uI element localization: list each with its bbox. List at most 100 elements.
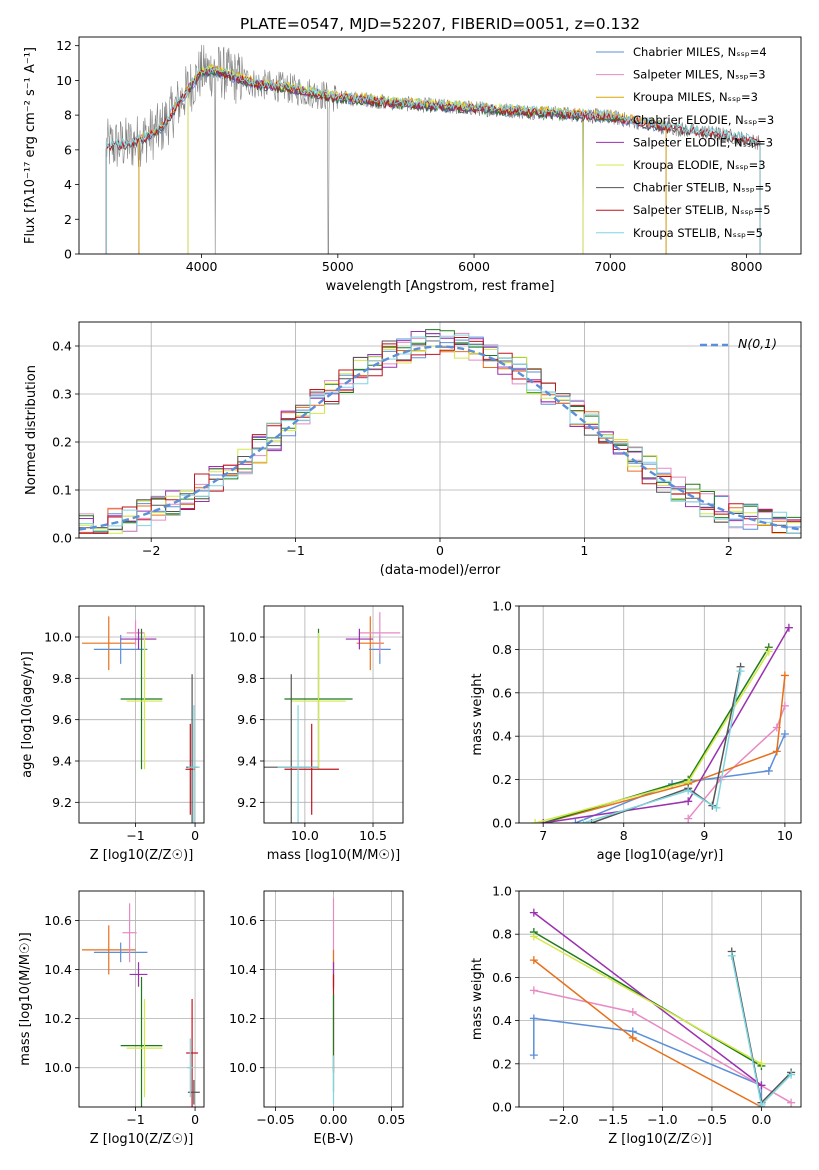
x-tick-label: 0.05 bbox=[377, 1112, 405, 1127]
weight-point-marker bbox=[628, 1007, 637, 1016]
x-tick-label: 0.00 bbox=[320, 1112, 348, 1127]
x-axis-label: mass [log10(M/M☉)] bbox=[267, 848, 400, 863]
plot-area bbox=[79, 322, 801, 538]
y-tick-label: 0.1 bbox=[52, 483, 72, 498]
x-tick-label: 10 bbox=[777, 828, 793, 843]
y-tick-label: 9.4 bbox=[237, 754, 257, 769]
y-tick-label: 9.6 bbox=[52, 712, 72, 727]
weight-point-marker bbox=[780, 730, 789, 739]
y-tick-label: 10.6 bbox=[229, 913, 257, 928]
x-tick-label: 0.0 bbox=[751, 1112, 771, 1127]
weight-point-marker bbox=[529, 1051, 538, 1060]
weight-point-marker bbox=[787, 1070, 796, 1079]
y-tick-label: 0.8 bbox=[492, 642, 512, 657]
x-tick-label: −2.0 bbox=[548, 1112, 578, 1127]
weight-point-marker bbox=[571, 819, 580, 823]
y-tick-label: 10.4 bbox=[44, 962, 72, 977]
weight-point-marker bbox=[757, 1100, 766, 1107]
y-tick-label: 4 bbox=[64, 177, 72, 192]
x-axis-label: age [log10(age/yr)] bbox=[597, 848, 724, 863]
x-tick-label: −1.5 bbox=[598, 1112, 628, 1127]
x-tick-label: 9 bbox=[700, 828, 708, 843]
weight-series-line bbox=[542, 646, 770, 823]
x-tick-label: 10.5 bbox=[359, 828, 387, 843]
y-tick-label: 0.8 bbox=[492, 927, 512, 942]
axes-frame bbox=[78, 321, 802, 539]
weight-point-marker bbox=[787, 1098, 796, 1107]
y-tick-label: 10.0 bbox=[44, 1060, 72, 1075]
legend-label: N(0,1) bbox=[738, 336, 777, 351]
y-tick-label: 1.0 bbox=[492, 884, 512, 899]
x-tick-label: 6000 bbox=[458, 259, 490, 274]
weight-series-line bbox=[687, 705, 786, 820]
weight-point-marker bbox=[628, 1033, 637, 1042]
weight-point-marker bbox=[757, 1059, 766, 1068]
legend-label: Kroupa STELIB, Nₛₛₚ=5 bbox=[633, 226, 763, 240]
legend-label: Kroupa ELODIE, Nₛₛₚ=3 bbox=[633, 158, 766, 172]
histogram-series bbox=[79, 334, 801, 534]
spectrum-model-line bbox=[187, 66, 584, 254]
y-tick-label: 0.4 bbox=[52, 339, 72, 354]
x-tick-label: 1 bbox=[580, 543, 588, 558]
y-tick-label: 9.8 bbox=[237, 671, 257, 686]
x-tick-label: 0 bbox=[191, 1112, 199, 1127]
weight-point-marker bbox=[529, 956, 538, 965]
y-tick-label: 9.2 bbox=[52, 795, 72, 810]
weight-series-line bbox=[533, 1017, 763, 1107]
weight-series-line bbox=[533, 959, 762, 1107]
legend-label: Chabrier STELIB, Nₛₛₚ=5 bbox=[633, 181, 772, 195]
y-tick-label: 10.0 bbox=[229, 630, 257, 645]
weight-series-line bbox=[575, 733, 786, 823]
x-tick-label: −2 bbox=[142, 543, 160, 558]
x-tick-label: 4000 bbox=[186, 259, 218, 274]
y-axis-label: mass weight bbox=[470, 958, 485, 1040]
y-tick-label: 0.0 bbox=[492, 1100, 512, 1115]
plot-area bbox=[79, 606, 204, 823]
y-tick-label: 10.6 bbox=[44, 913, 72, 928]
panel-mass_vs_Z: −1 0 10.0 10.2 10.4 10.6 Z [log10(Z/Z☉)] mass [… bbox=[18, 890, 205, 1147]
y-tick-label: 10.0 bbox=[229, 1060, 257, 1075]
weight-series-line bbox=[543, 627, 790, 823]
x-tick-label: −0.05 bbox=[256, 1112, 294, 1127]
spectrum-model-line bbox=[187, 63, 584, 254]
y-axis-label: age [log10(age/yr)] bbox=[20, 651, 35, 778]
x-tick-label: 8 bbox=[620, 828, 628, 843]
plot-area bbox=[264, 891, 403, 1107]
weight-series-line bbox=[534, 651, 770, 823]
weight-point-marker bbox=[736, 667, 745, 676]
x-axis-label: wavelength [Angstrom, rest frame] bbox=[326, 279, 555, 294]
axes-frame bbox=[263, 890, 404, 1108]
y-tick-label: 12 bbox=[56, 38, 72, 53]
x-tick-label: 2 bbox=[725, 543, 733, 558]
legend-label: Salpeter MILES, Nₛₛₚ=3 bbox=[633, 68, 766, 82]
weight-point-marker bbox=[727, 951, 736, 960]
plot-area bbox=[79, 891, 204, 1107]
legend-label: Salpeter ELODIE, Nₛₛₚ=3 bbox=[633, 135, 773, 149]
y-tick-label: 0 bbox=[64, 247, 72, 262]
spectrum-model-line bbox=[138, 67, 667, 254]
histogram-series bbox=[79, 337, 801, 534]
x-axis-label: Z [log10(Z/Z☉)] bbox=[608, 1132, 712, 1147]
legend-label: Chabrier MILES, Nₛₛₚ=4 bbox=[633, 45, 767, 59]
y-tick-label: 10 bbox=[56, 73, 72, 88]
legend-label: Chabrier ELODIE, Nₛₛₚ=3 bbox=[633, 113, 774, 127]
plot-area bbox=[264, 606, 403, 823]
x-tick-label: 0 bbox=[191, 828, 199, 843]
y-tick-label: 10.0 bbox=[44, 630, 72, 645]
y-tick-label: 2 bbox=[64, 212, 72, 227]
x-tick-label: −1 bbox=[126, 828, 144, 843]
y-tick-label: 0.2 bbox=[492, 1056, 512, 1071]
spectrum-model-line bbox=[105, 65, 761, 254]
weight-point-marker bbox=[764, 766, 773, 775]
y-axis-label: Normed distribution bbox=[24, 365, 39, 495]
axes-frame bbox=[78, 605, 205, 824]
y-tick-label: 0.6 bbox=[492, 685, 512, 700]
y-tick-label: 0.3 bbox=[52, 387, 72, 402]
x-tick-label: 8000 bbox=[731, 259, 763, 274]
weight-point-marker bbox=[712, 803, 721, 812]
y-tick-label: 8 bbox=[64, 108, 72, 123]
y-tick-label: 0.2 bbox=[52, 435, 72, 450]
weight-point-marker bbox=[529, 932, 538, 941]
x-tick-label: −1 bbox=[286, 543, 304, 558]
